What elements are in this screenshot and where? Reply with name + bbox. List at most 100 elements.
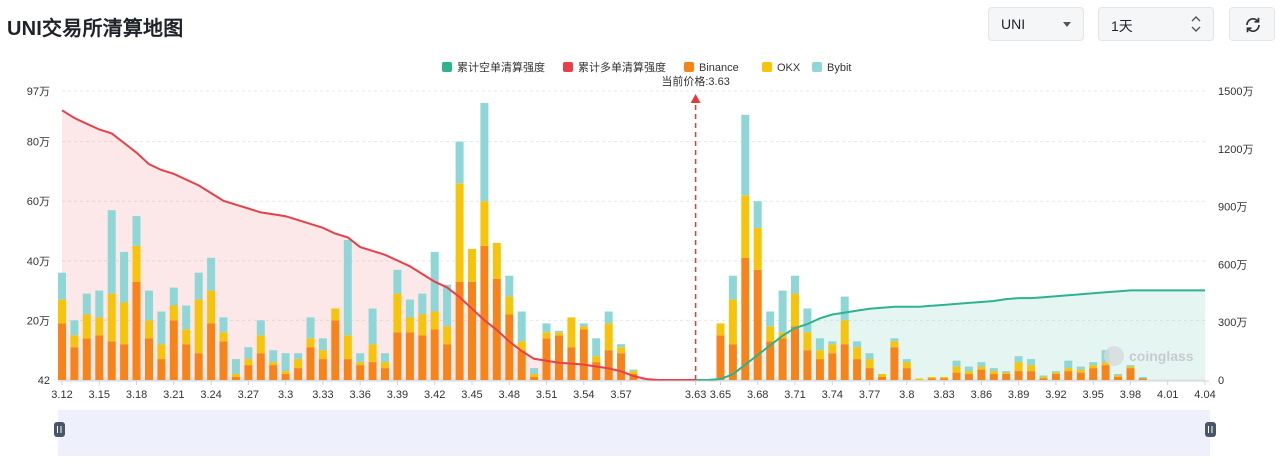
- bar-binance: [1076, 372, 1085, 380]
- bar-okx: [343, 335, 352, 360]
- x-tick-label: 3.21: [163, 389, 184, 401]
- symbol-select[interactable]: UNI: [988, 7, 1084, 41]
- bar-bybit: [443, 284, 452, 327]
- bar-bybit: [269, 350, 278, 363]
- bar-binance: [368, 362, 377, 380]
- symbol-select-value: UNI: [1001, 16, 1026, 32]
- x-tick-label: 3.27: [238, 389, 259, 401]
- x-tick-label: 3.18: [126, 389, 147, 401]
- bar-okx: [592, 356, 601, 363]
- bar-bybit: [803, 308, 812, 333]
- bar-binance: [977, 369, 986, 380]
- x-tick-label: 4.01: [1157, 389, 1178, 401]
- x-tick-label: 3.54: [573, 389, 594, 401]
- current-price-label: 当前价格:3.63: [661, 74, 729, 88]
- bar-bybit: [256, 320, 265, 336]
- x-tick-label: 3.33: [312, 389, 333, 401]
- bar-bybit: [753, 201, 762, 228]
- bar-bybit: [207, 257, 216, 291]
- bar-okx: [629, 371, 638, 375]
- bar-okx: [878, 374, 886, 377]
- bar-bybit: [778, 290, 787, 333]
- bar-binance: [791, 326, 799, 380]
- bar-bybit: [828, 341, 837, 345]
- bar-binance: [542, 338, 551, 380]
- bar-binance: [58, 323, 66, 380]
- bar-binance: [840, 344, 849, 380]
- chevron-down-icon: [1063, 22, 1071, 27]
- refresh-button[interactable]: [1229, 7, 1275, 41]
- chart-legend: 累计空单清算强度 累计多单清算强度 Binance OKX Bybit: [442, 60, 851, 74]
- bar-binance: [132, 281, 141, 380]
- bar-binance: [828, 353, 837, 380]
- bar-bybit: [815, 338, 824, 351]
- x-tick-label: 3.74: [822, 389, 843, 401]
- slider-right-handle[interactable]: [1205, 422, 1216, 437]
- bar-okx: [381, 362, 389, 369]
- bar-bybit: [95, 290, 104, 318]
- bar-okx: [1064, 368, 1073, 372]
- bar-okx: [70, 335, 79, 348]
- bar-okx: [753, 228, 762, 270]
- bar-binance: [95, 335, 104, 380]
- bar-okx: [853, 347, 862, 360]
- bar-bybit: [70, 320, 79, 336]
- bar-binance: [70, 347, 79, 380]
- bar-bybit: [1089, 362, 1098, 366]
- bar-okx: [393, 293, 402, 333]
- bar-okx: [815, 350, 824, 360]
- bar-bybit: [505, 275, 514, 297]
- bar-bybit: [157, 311, 166, 345]
- bar-okx: [766, 326, 775, 342]
- bar-binance: [741, 257, 750, 380]
- y-left-tick-label: 80万: [27, 137, 50, 149]
- bar-binance: [579, 329, 588, 380]
- bar-binance: [306, 347, 315, 380]
- bar-bybit: [1051, 371, 1060, 373]
- bar-bybit: [145, 290, 153, 321]
- bar-okx: [865, 359, 874, 368]
- y-right-tick-label: 300万: [1218, 317, 1247, 329]
- bar-bybit: [356, 353, 365, 363]
- bar-okx: [1039, 377, 1048, 379]
- short-cumulative-line: [695, 289, 1205, 381]
- legend-swatch: [442, 62, 452, 72]
- bar-okx: [418, 314, 427, 336]
- bar-binance: [505, 314, 514, 380]
- current-price-marker: 当前价格:3.63: [661, 74, 730, 380]
- bar-okx: [1076, 369, 1085, 373]
- chart-axes: 42 20万 40万 60万 80万 97万 0 300万 600万 900万 1200万 1500万…: [27, 86, 1254, 401]
- bar-bybit: [306, 317, 315, 339]
- page-title: UNI交易所清算地图: [7, 18, 184, 40]
- x-tick-label: 3.24: [200, 389, 221, 401]
- chart-bars: [58, 102, 1147, 380]
- bar-binance: [1039, 378, 1048, 380]
- bar-binance: [418, 335, 427, 380]
- time-range-select[interactable]: 1天: [1098, 7, 1214, 41]
- bar-bybit: [629, 369, 638, 372]
- bar-okx: [1051, 372, 1060, 375]
- bar-okx: [107, 293, 116, 342]
- bar-binance: [555, 335, 563, 380]
- x-tick-label: 3.63: [685, 389, 706, 401]
- bar-bybit: [964, 366, 973, 372]
- bar-bybit: [132, 216, 141, 246]
- bar-binance: [592, 362, 601, 380]
- slider-left-handle[interactable]: [54, 422, 65, 437]
- bar-bybit: [343, 240, 352, 336]
- x-tick-label: 3.39: [387, 389, 408, 401]
- bar-okx: [803, 332, 812, 351]
- time-range-select-value: 1天: [1111, 18, 1133, 34]
- bar-okx: [604, 323, 613, 351]
- bar-okx: [1126, 366, 1135, 369]
- bar-okx: [455, 183, 464, 282]
- x-tick-label: 3.42: [424, 389, 445, 401]
- bar-okx: [989, 371, 998, 375]
- bar-binance: [890, 347, 899, 380]
- bar-binance: [244, 365, 253, 380]
- bar-binance: [120, 344, 129, 380]
- x-tick-label: 3.89: [1008, 389, 1029, 401]
- legend-label: Binance: [699, 62, 739, 74]
- long-cumulative-area: [62, 110, 696, 381]
- bar-binance: [294, 368, 303, 380]
